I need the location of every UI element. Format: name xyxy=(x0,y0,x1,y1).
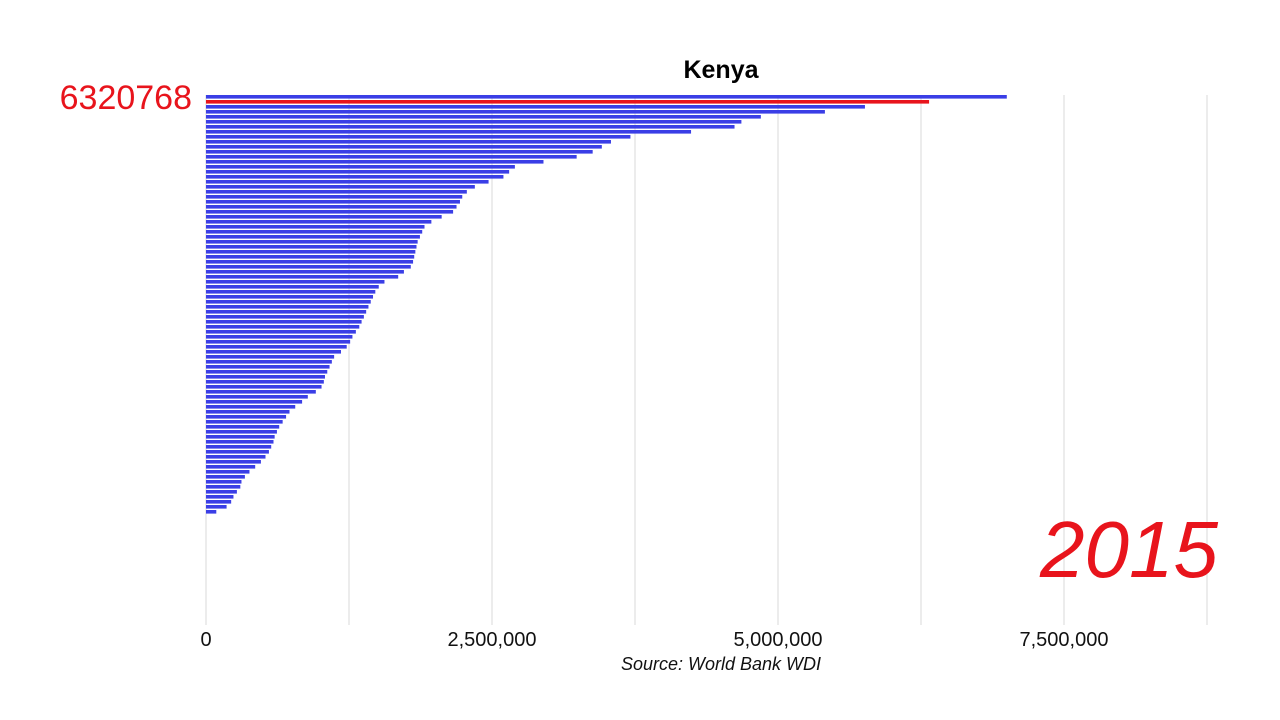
bar xyxy=(206,300,371,304)
bar xyxy=(206,330,356,334)
x-tick-label: 0 xyxy=(200,629,211,651)
bar xyxy=(206,470,250,474)
bar xyxy=(206,105,865,109)
bar xyxy=(206,220,432,224)
bar xyxy=(206,390,316,394)
bar xyxy=(206,250,416,254)
bar xyxy=(206,230,423,234)
bar xyxy=(206,135,631,139)
chart-title: Kenya xyxy=(683,56,759,84)
bar xyxy=(206,425,280,429)
bar xyxy=(206,120,742,124)
bar xyxy=(206,95,1007,99)
bar xyxy=(206,370,328,374)
bar xyxy=(206,240,418,244)
bar xyxy=(206,290,376,294)
bar xyxy=(206,275,399,279)
bar xyxy=(206,360,332,364)
bar xyxy=(206,130,692,134)
bar xyxy=(206,380,324,384)
bar xyxy=(206,205,457,209)
bar xyxy=(206,455,266,459)
highlight-value-label: 6320768 xyxy=(60,79,192,117)
bar xyxy=(206,115,761,119)
bar xyxy=(206,480,242,484)
bar xyxy=(206,490,237,494)
bar xyxy=(206,500,232,504)
bar xyxy=(206,170,510,174)
bar xyxy=(206,160,544,164)
bar xyxy=(206,420,283,424)
bar xyxy=(206,435,275,439)
x-tick-label: 5,000,000 xyxy=(734,629,823,651)
bar xyxy=(206,415,287,419)
bar xyxy=(206,210,454,214)
x-tick-label: 2,500,000 xyxy=(448,629,537,651)
bar xyxy=(206,335,353,339)
bar xyxy=(206,190,467,194)
bar xyxy=(206,430,277,434)
bar xyxy=(206,280,385,284)
bar xyxy=(206,235,420,239)
bar xyxy=(206,265,411,269)
bar xyxy=(206,260,414,264)
source-note: Source: World Bank WDI xyxy=(621,654,821,674)
bar xyxy=(206,155,577,159)
x-tick-label: 7,500,000 xyxy=(1020,629,1109,651)
bar xyxy=(206,450,269,454)
bar xyxy=(206,350,341,354)
bar xyxy=(206,410,290,414)
bar xyxy=(206,460,261,464)
bar xyxy=(206,145,602,149)
bar xyxy=(206,485,241,489)
bar xyxy=(206,400,303,404)
bar xyxy=(206,245,417,249)
bar xyxy=(206,315,364,319)
bar xyxy=(206,255,415,259)
bar xyxy=(206,180,489,184)
bar xyxy=(206,295,374,299)
bar xyxy=(206,200,460,204)
bar xyxy=(206,345,347,349)
bar xyxy=(206,440,274,444)
bar xyxy=(206,340,351,344)
bar xyxy=(206,285,379,289)
bar xyxy=(206,465,256,469)
bar xyxy=(206,110,825,114)
bar xyxy=(206,320,362,324)
bar xyxy=(206,445,272,449)
bar xyxy=(206,175,504,179)
bar xyxy=(206,225,425,229)
bar xyxy=(206,125,735,129)
bar xyxy=(206,495,234,499)
bar xyxy=(206,140,611,144)
bar xyxy=(206,365,330,369)
bar xyxy=(206,185,475,189)
bar xyxy=(206,195,463,199)
bar xyxy=(206,375,325,379)
bar xyxy=(206,325,360,329)
bar xyxy=(206,150,593,154)
bar xyxy=(206,475,245,479)
bar xyxy=(206,405,296,409)
bar xyxy=(206,355,335,359)
bar xyxy=(206,270,404,274)
bar xyxy=(206,385,322,389)
bar xyxy=(206,510,217,514)
bar xyxy=(206,215,442,219)
bar xyxy=(206,305,369,309)
bar xyxy=(206,310,367,314)
x-axis-ticks: 0 2,500,000 5,000,000 7,500,000 xyxy=(200,629,1108,651)
bar xyxy=(206,395,308,399)
bar-highlight xyxy=(206,100,930,104)
bar xyxy=(206,165,515,169)
bars xyxy=(206,95,1007,514)
bar xyxy=(206,505,227,509)
year-label: 2015 xyxy=(1039,505,1218,594)
